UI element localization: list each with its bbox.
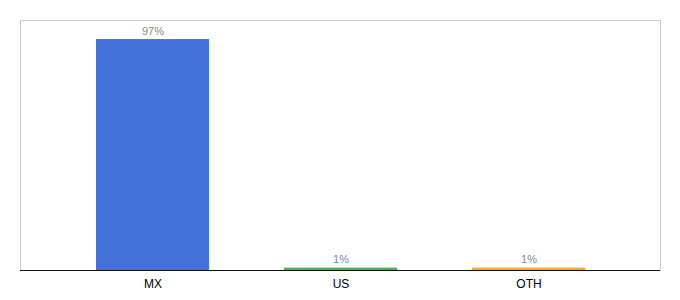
svg-text:97%: 97% — [142, 25, 164, 37]
svg-text:1%: 1% — [333, 253, 349, 265]
svg-text:US: US — [333, 277, 350, 291]
svg-text:MX: MX — [144, 277, 162, 291]
svg-text:OTH: OTH — [516, 277, 541, 291]
svg-text:1%: 1% — [521, 253, 537, 265]
